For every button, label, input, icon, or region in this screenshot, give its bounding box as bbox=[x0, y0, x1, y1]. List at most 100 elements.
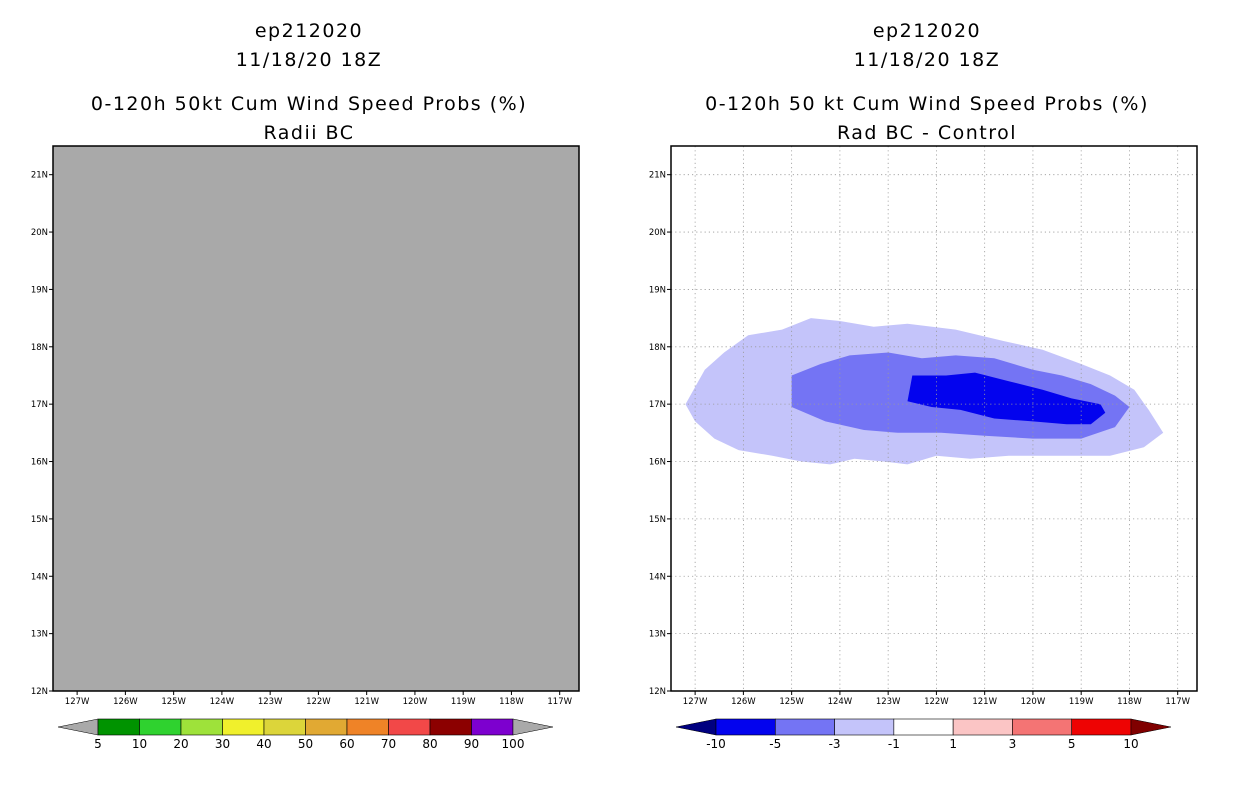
left-lat-tick-label-7: 19N bbox=[31, 285, 48, 295]
left-colorbar-swatch-8 bbox=[429, 718, 472, 736]
right-contour-2 bbox=[907, 372, 1106, 425]
right-colorbar-label-0: -10 bbox=[706, 737, 726, 751]
left-plot-frame bbox=[52, 145, 580, 692]
left-colorbar-label-1: 10 bbox=[132, 737, 147, 751]
left-lat-tick-label-2: 14N bbox=[31, 572, 48, 582]
right-colorbar-label-7: 10 bbox=[1123, 737, 1138, 751]
right-colorbar-swatch-2 bbox=[834, 718, 895, 736]
right-colorbar-label-5: 3 bbox=[1009, 737, 1017, 751]
right-lat-tick-label-9: 21N bbox=[649, 171, 666, 181]
right-lat-tick-label-1: 13N bbox=[649, 630, 666, 640]
left-colorbar-swatch-5 bbox=[305, 718, 348, 736]
right-colorbar-high-arrow bbox=[1130, 718, 1172, 736]
right-title-line-2: 11/18/20 18Z bbox=[854, 49, 1001, 71]
left-lon-tick-label-3: 124W bbox=[210, 697, 235, 707]
left-lon-tick-label-9: 118W bbox=[499, 697, 524, 707]
left-lat-tick-label-0: 12N bbox=[31, 687, 48, 697]
left-title-line-2: 11/18/20 18Z bbox=[236, 49, 383, 71]
left-lat-tick-label-8: 20N bbox=[31, 228, 48, 238]
right-colorbar-label-3: -1 bbox=[888, 737, 900, 751]
left-colorbar-label-2: 20 bbox=[173, 737, 188, 751]
left-lat-tick-label-4: 16N bbox=[31, 458, 48, 468]
left-plot-background bbox=[53, 146, 579, 691]
left-colorbar-label-5: 50 bbox=[298, 737, 313, 751]
left-lat-tick-label-3: 15N bbox=[31, 515, 48, 525]
left-title-line-1: ep212020 bbox=[255, 20, 363, 42]
left-lon-tick-label-4: 123W bbox=[258, 697, 283, 707]
right-lat-tick-label-5: 17N bbox=[649, 400, 666, 410]
right-lon-tick-label-10: 117W bbox=[1165, 697, 1190, 707]
left-plot-area: 127W 126W 125W 124W 123W 122W 121W 120W 119W 118W… bbox=[31, 145, 580, 707]
left-panel: ep212020 11/18/20 18Z 0-120h 50kt Cum Wi… bbox=[31, 20, 580, 751]
right-lon-tick-label-5: 122W bbox=[924, 697, 949, 707]
right-colorbar-label-2: -3 bbox=[829, 737, 841, 751]
right-lat-tick-label-3: 15N bbox=[649, 515, 666, 525]
right-plot-area: 127W 126W 125W 124W 123W 122W 121W 120W 119W 118W… bbox=[649, 145, 1198, 707]
left-colorbar-swatch-2 bbox=[180, 718, 223, 736]
right-colorbar-label-6: 5 bbox=[1068, 737, 1076, 751]
left-lon-tick-label-6: 121W bbox=[354, 697, 379, 707]
right-plot-frame bbox=[670, 145, 1198, 692]
right-colorbar-swatch-6 bbox=[1071, 718, 1132, 736]
left-colorbar-label-10: 100 bbox=[502, 737, 525, 751]
left-colorbar-swatch-0 bbox=[97, 718, 140, 736]
right-lat-tick-label-8: 20N bbox=[649, 228, 666, 238]
left-colorbar-label-7: 70 bbox=[381, 737, 396, 751]
left-colorbar: 5 10 20 30 40 50 60 70 80 90 100 bbox=[57, 718, 554, 751]
right-lat-tick-label-0: 12N bbox=[649, 687, 666, 697]
left-colorbar-label-3: 30 bbox=[215, 737, 230, 751]
left-colorbar-swatch-4 bbox=[263, 718, 306, 736]
right-colorbar-swatch-3 bbox=[893, 718, 954, 736]
left-colorbar-label-0: 5 bbox=[94, 737, 102, 751]
right-colorbar: -10 -5 -3 -1 1 3 5 10 bbox=[675, 718, 1172, 751]
left-lat-tick-label-9: 21N bbox=[31, 171, 48, 181]
left-lon-tick-label-2: 125W bbox=[161, 697, 186, 707]
right-lon-tick-label-2: 125W bbox=[779, 697, 804, 707]
left-colorbar-label-9: 90 bbox=[464, 737, 479, 751]
left-colorbar-low-arrow bbox=[57, 718, 99, 736]
left-colorbar-swatch-1 bbox=[139, 718, 182, 736]
right-colorbar-swatch-1 bbox=[774, 718, 835, 736]
right-lat-tick-label-7: 19N bbox=[649, 285, 666, 295]
right-colorbar-swatch-0 bbox=[715, 718, 776, 736]
right-colorbar-label-1: -5 bbox=[769, 737, 781, 751]
left-title-line-3: 0-120h 50kt Cum Wind Speed Probs (%) bbox=[91, 93, 527, 115]
right-colorbar-swatch-5 bbox=[1012, 718, 1073, 736]
left-colorbar-label-4: 40 bbox=[256, 737, 271, 751]
right-colorbar-low-arrow bbox=[675, 718, 717, 736]
left-lon-tick-label-1: 126W bbox=[113, 697, 138, 707]
left-lon-tick-label-10: 117W bbox=[547, 697, 572, 707]
right-lon-tick-label-7: 120W bbox=[1021, 697, 1046, 707]
left-lon-tick-label-7: 120W bbox=[403, 697, 428, 707]
right-lon-tick-label-3: 124W bbox=[828, 697, 853, 707]
right-lat-tick-label-6: 18N bbox=[649, 343, 666, 353]
right-title-line-4: Rad BC - Control bbox=[837, 122, 1017, 144]
right-colorbar-label-4: 1 bbox=[949, 737, 957, 751]
right-lon-tick-label-0: 127W bbox=[683, 697, 708, 707]
right-lat-tick-label-4: 16N bbox=[649, 458, 666, 468]
left-colorbar-swatch-9 bbox=[471, 718, 514, 736]
right-lon-tick-label-9: 118W bbox=[1117, 697, 1142, 707]
left-colorbar-swatch-3 bbox=[222, 718, 265, 736]
right-title-line-3: 0-120h 50 kt Cum Wind Speed Probs (%) bbox=[705, 93, 1149, 115]
left-title-line-4: Radii BC bbox=[263, 122, 354, 144]
left-lat-tick-label-5: 17N bbox=[31, 400, 48, 410]
left-colorbar-high-arrow bbox=[512, 718, 554, 736]
left-colorbar-label-8: 80 bbox=[422, 737, 437, 751]
right-panel: ep212020 11/18/20 18Z 0-120h 50 kt Cum W… bbox=[649, 20, 1198, 751]
left-colorbar-swatch-7 bbox=[388, 718, 431, 736]
right-title-line-1: ep212020 bbox=[873, 20, 981, 42]
left-lon-tick-label-0: 127W bbox=[65, 697, 90, 707]
left-colorbar-label-6: 60 bbox=[339, 737, 354, 751]
right-lon-tick-label-8: 119W bbox=[1069, 697, 1094, 707]
right-lon-tick-label-6: 121W bbox=[972, 697, 997, 707]
left-colorbar-swatch-6 bbox=[346, 718, 389, 736]
right-lon-tick-label-4: 123W bbox=[876, 697, 901, 707]
left-lon-tick-label-5: 122W bbox=[306, 697, 331, 707]
left-lat-tick-label-6: 18N bbox=[31, 343, 48, 353]
left-lat-tick-label-1: 13N bbox=[31, 630, 48, 640]
left-lon-tick-label-8: 119W bbox=[451, 697, 476, 707]
right-colorbar-swatch-4 bbox=[952, 718, 1013, 736]
right-lat-tick-label-2: 14N bbox=[649, 572, 666, 582]
